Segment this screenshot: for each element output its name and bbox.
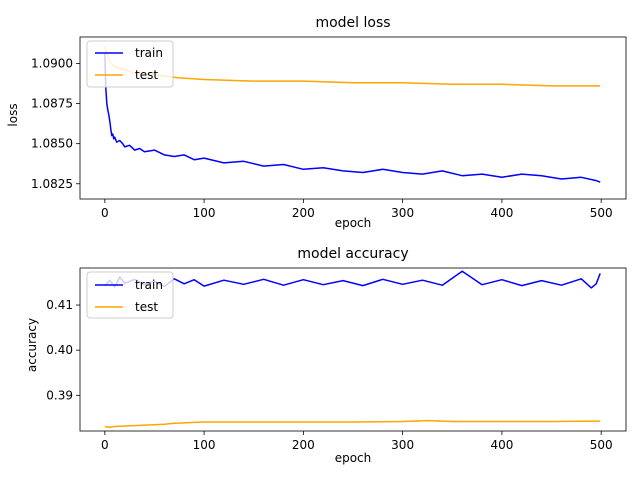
accuracy-x-tick-label: 500 [590, 438, 613, 452]
loss-x-tick-label: 300 [391, 206, 414, 220]
accuracy-x-tick-label: 100 [193, 438, 216, 452]
accuracy-y-axis-label: accuracy [25, 318, 39, 372]
accuracy-test-line [104, 419, 601, 429]
accuracy-y-tick-label: 0.39 [46, 388, 73, 402]
loss-plot-frame [79, 36, 627, 200]
accuracy-x-axis-label: epoch [335, 451, 372, 465]
loss-train-line [104, 53, 601, 183]
loss-y-tick-label: 1.0825 [31, 177, 73, 191]
accuracy-legend: train test [86, 271, 174, 319]
accuracy-x-tick-label: 0 [101, 438, 109, 452]
loss-x-tick-label: 0 [101, 206, 109, 220]
loss-x-tick-label: 200 [292, 206, 315, 220]
loss-chart-title: model loss [315, 15, 390, 31]
loss-y-tick-label: 1.0850 [31, 137, 73, 151]
accuracy-y-tick-label: 0.40 [46, 343, 73, 357]
accuracy-y-tick-label: 0.41 [46, 298, 73, 312]
loss-y-tick-label: 1.0900 [31, 56, 73, 70]
loss-chart: model loss epoch loss 0 100 200 300 400 500 1.… [6, 15, 627, 230]
accuracy-x-tick-label: 300 [391, 438, 414, 452]
accuracy-x-tick-label: 200 [292, 438, 315, 452]
accuracy-plot-frame [79, 267, 627, 432]
accuracy-x-tick-label: 400 [490, 438, 513, 452]
loss-x-tick-label: 400 [490, 206, 513, 220]
accuracy-chart-title: model accuracy [297, 246, 408, 262]
accuracy-legend-train-label: train [135, 278, 163, 292]
accuracy-chart: model accuracy epoch accuracy 0 100 200 300… [25, 246, 627, 465]
loss-x-tick-label: 500 [590, 206, 613, 220]
loss-legend-train-label: train [135, 46, 163, 60]
loss-y-axis-label: loss [6, 103, 20, 126]
loss-y-tick-label: 1.0875 [31, 97, 73, 111]
loss-legend-test-label: test [135, 68, 158, 82]
loss-ticks: 0 100 200 300 400 500 1.0825 1.0850 1.0875 1.0900 [31, 56, 613, 220]
loss-legend: train test [86, 40, 174, 88]
loss-x-tick-label: 100 [193, 206, 216, 220]
accuracy-legend-test-label: test [135, 300, 158, 314]
accuracy-ticks: 0 100 200 300 400 500 0.39 0.40 0.41 [46, 298, 612, 452]
loss-x-axis-label: epoch [335, 216, 372, 230]
